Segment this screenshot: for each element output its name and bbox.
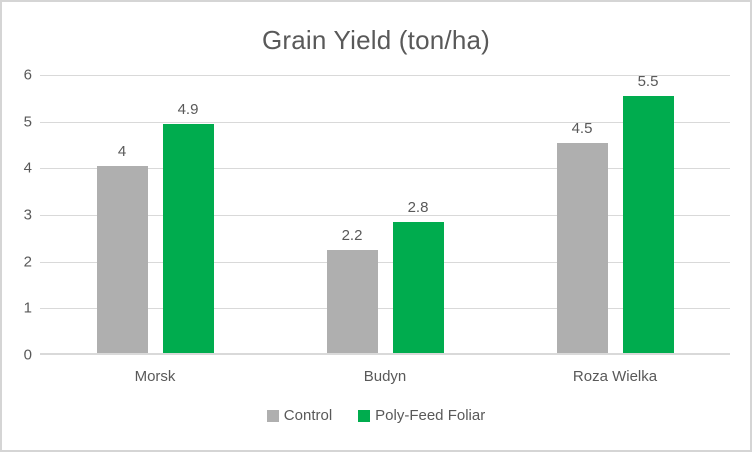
bar-control-roza-wielka: 4.5 [556, 121, 608, 353]
gridline [40, 121, 730, 123]
gridline [40, 215, 730, 216]
legend-label: Control [283, 407, 333, 424]
bar-control-budyn: 2.2 [326, 228, 378, 353]
y-axis-tick-label: 3 [23, 206, 32, 224]
bar-value-label: 4 [117, 143, 127, 161]
bar-poly-feed-foliar-budyn: 2.8 [392, 200, 444, 353]
legend-color-swatch [266, 409, 279, 422]
bar-value-label: 5.5 [637, 73, 659, 91]
bar-control-morsk: 4 [96, 144, 148, 353]
chart-legend: Control Poly-Feed Foliar [2, 407, 750, 424]
category-label-roza-wielka: Roza Wielka [572, 368, 658, 385]
legend-item-poly-feed-foliar: Poly-Feed Foliar [358, 407, 485, 424]
y-axis-tick-label: 4 [23, 159, 32, 177]
bar-value-label: 2.2 [341, 227, 363, 245]
gridline [40, 75, 730, 76]
chart-title: Grain Yield (ton/ha) [261, 25, 490, 55]
bar-group-morsk: 4 4.9 [40, 75, 270, 353]
category-label-budyn: Budyn [363, 368, 407, 385]
category-label-morsk: Morsk [134, 368, 176, 385]
legend-label: Poly-Feed Foliar [375, 407, 486, 424]
gridline [40, 308, 730, 310]
y-axis-tick-label: 5 [23, 113, 32, 131]
legend-color-swatch [358, 409, 371, 422]
bar-group-roza-wielka: 4.5 5.5 [500, 74, 730, 353]
y-axis-tick-label: 0 [23, 346, 32, 364]
bar-value-label: 2.8 [407, 199, 429, 217]
gridline [40, 168, 730, 170]
bar-value-label: 4.9 [177, 101, 199, 119]
bar-poly-feed-foliar-roza-wielka: 5.5 [622, 74, 674, 353]
bars-layer: 4 4.9 2.2 2.8 4.5 5.5 [40, 74, 730, 353]
y-axis-tick-label: 1 [23, 299, 32, 317]
category-axis-labels: Morsk Budyn Roza Wielka [40, 368, 730, 385]
bar-value-label: 4.5 [571, 120, 593, 137]
legend-item-control: Control [266, 407, 333, 424]
y-axis-tick-label: 2 [23, 253, 32, 271]
bar-poly-feed-foliar-morsk: 4.9 [162, 102, 214, 353]
bar-group-budyn: 2.2 2.8 [270, 75, 500, 353]
y-axis-tick-label: 6 [23, 66, 32, 84]
gridline [40, 261, 730, 263]
